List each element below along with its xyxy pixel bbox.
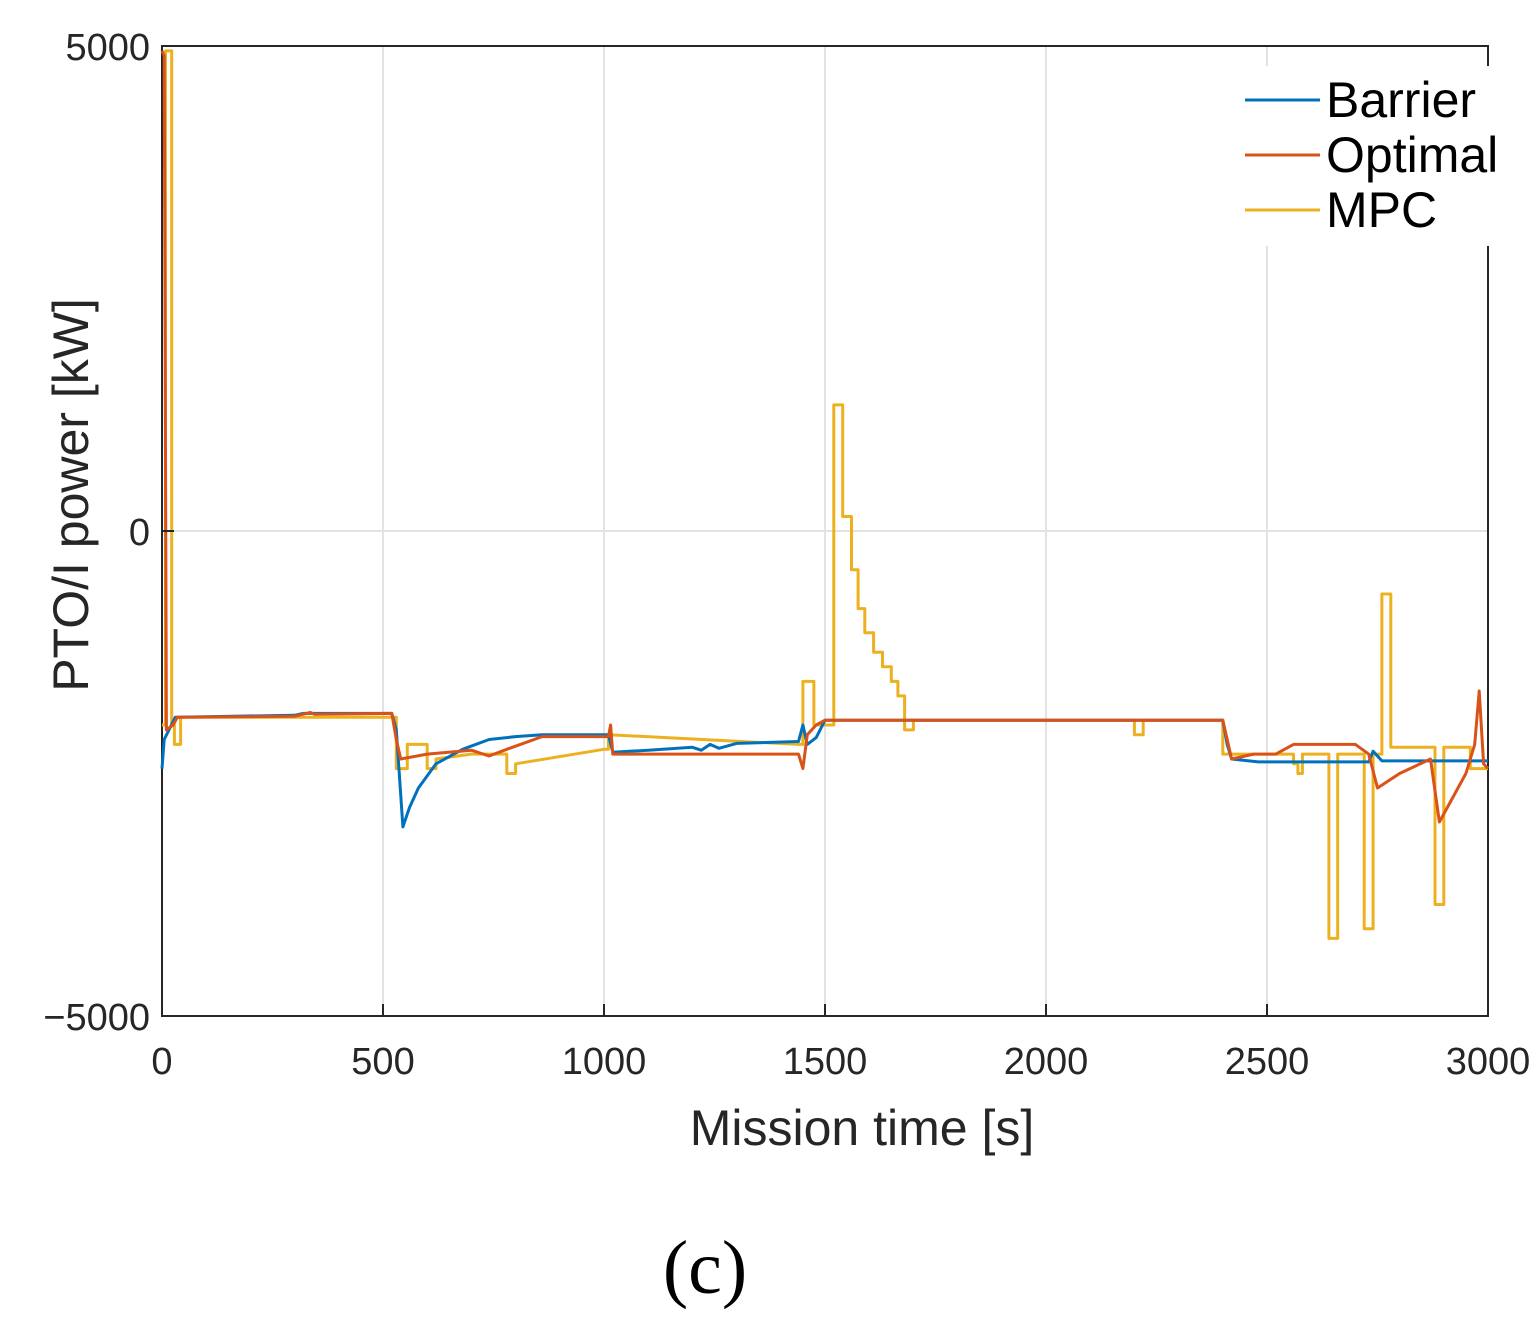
figure-caption: (c) [662, 1226, 748, 1310]
y-tick-label: 0 [129, 512, 150, 554]
x-tick-label: 2000 [1004, 1041, 1089, 1083]
series-group [160, 49, 1490, 940]
series-line-optimal [160, 50, 1490, 824]
x-tick-label: 1000 [562, 1041, 647, 1083]
x-axis-ticks: 0 500 1000 1500 2000 2500 3000 [151, 1004, 1530, 1083]
x-tick-label: 1500 [783, 1041, 868, 1083]
x-tick-label: 2500 [1225, 1041, 1310, 1083]
y-axis-ticks: −5000 0 5000 [43, 27, 174, 1039]
x-tick-label: 3000 [1446, 1041, 1531, 1083]
y-tick-label: 5000 [65, 27, 150, 69]
series-line-mpc [162, 49, 1488, 940]
y-axis-label: PTO/I power [kW] [43, 298, 99, 692]
legend-label-barrier: Barrier [1326, 72, 1476, 128]
x-tick-label: 0 [151, 1041, 172, 1083]
y-tick-label: −5000 [43, 997, 150, 1039]
legend-label-optimal: Optimal [1326, 127, 1498, 183]
x-tick-label: 500 [351, 1041, 414, 1083]
x-axis-label: Mission time [s] [690, 1100, 1035, 1156]
legend-label-mpc: MPC [1326, 182, 1437, 238]
